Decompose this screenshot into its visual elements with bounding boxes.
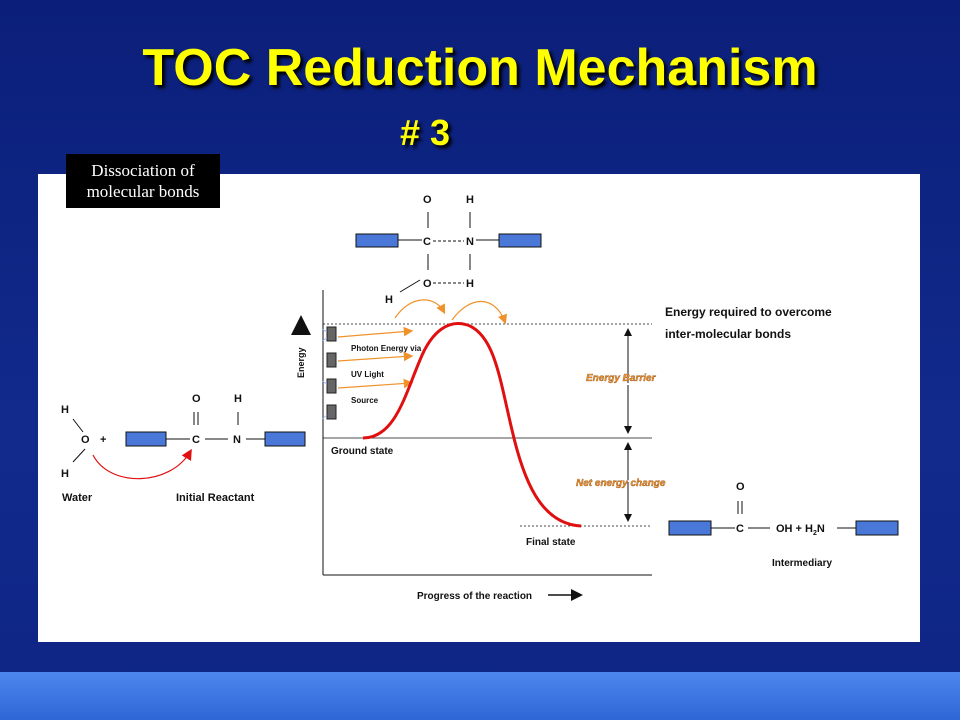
photon-line-1: Photon Energy via xyxy=(351,344,422,353)
product-o: O xyxy=(736,481,745,493)
ground-state-label: Ground state xyxy=(331,446,394,457)
tm-o1: O xyxy=(423,194,432,206)
slide-title: TOC Reduction Mechanism xyxy=(142,39,818,97)
energy-axes: Energy Progress of the reaction xyxy=(291,290,652,602)
tm-h2: H xyxy=(466,278,474,290)
product-oh: OH + H2N xyxy=(776,523,825,537)
dissociation-note: Dissociation of molecular bonds xyxy=(66,154,220,208)
lamp-cell-1 xyxy=(326,326,337,342)
water-label: Water xyxy=(62,492,93,504)
x-axis-label: Progress of the reaction xyxy=(417,591,532,602)
tm-r-group-left xyxy=(355,233,399,248)
reactant-h: H xyxy=(234,393,242,405)
diagram-panel xyxy=(38,174,920,642)
net-energy-label: Net energy change xyxy=(576,478,666,489)
water-h-top: H xyxy=(61,404,69,416)
plus-sign: + xyxy=(100,434,106,446)
note-line-1: Dissociation of xyxy=(91,161,195,180)
product-r-group-left xyxy=(668,520,712,536)
initial-reactant-label: Initial Reactant xyxy=(176,492,255,504)
tm-o2: O xyxy=(423,278,432,290)
product-r-group-right xyxy=(855,520,899,536)
y-axis-label: Energy xyxy=(296,347,306,378)
slide-subtitle: # 3 xyxy=(400,112,451,153)
lamp-cell-3 xyxy=(326,378,337,394)
initial-reactant-molecule: O C N H Initial Reactant xyxy=(92,393,306,504)
final-state-label: Final state xyxy=(526,537,576,548)
water-molecule: H O H + Water xyxy=(61,404,106,504)
photon-arrow-3 xyxy=(337,378,414,389)
reactant-n: N xyxy=(233,434,241,446)
uv-lamp: Photon Energy via UV Light Source xyxy=(321,326,422,420)
tm-h1: H xyxy=(466,194,474,206)
lamp-cell-4 xyxy=(326,404,337,420)
intermediary-label: Intermediary xyxy=(772,558,832,569)
energy-required-line-1: Energy required to overcome xyxy=(665,305,832,319)
photon-arrow-1 xyxy=(337,326,414,338)
tm-r-group-right xyxy=(498,233,542,248)
energy-barrier-label: Energy Barrier xyxy=(586,373,657,384)
energy-required-line-2: inter-molecular bonds xyxy=(665,327,791,341)
reactant-c: C xyxy=(192,434,200,446)
photon-arrow-2 xyxy=(337,351,414,362)
dissociation-arrow-right xyxy=(451,300,507,325)
photon-line-3: Source xyxy=(351,396,379,405)
water-o: O xyxy=(81,434,90,446)
water-h-bottom: H xyxy=(61,468,69,480)
photon-line-2: UV Light xyxy=(351,370,384,379)
r-group-left xyxy=(125,431,167,447)
transition-molecule: O H C N O H H xyxy=(355,194,542,306)
note-line-2: molecular bonds xyxy=(86,182,200,201)
tm-n: N xyxy=(466,236,474,248)
dissociation-arrow-left xyxy=(394,299,446,319)
reactant-o: O xyxy=(192,393,201,405)
intermediary-molecule: O C OH + H2N Intermediary xyxy=(668,481,899,569)
energy-curve xyxy=(362,322,582,528)
lamp-cell-2 xyxy=(326,352,337,368)
r-group-right xyxy=(264,431,306,447)
tm-h3: H xyxy=(385,294,393,306)
product-c: C xyxy=(736,523,744,535)
attack-arrow xyxy=(92,448,192,480)
footer-bar xyxy=(0,672,960,720)
tm-c: C xyxy=(423,236,431,248)
